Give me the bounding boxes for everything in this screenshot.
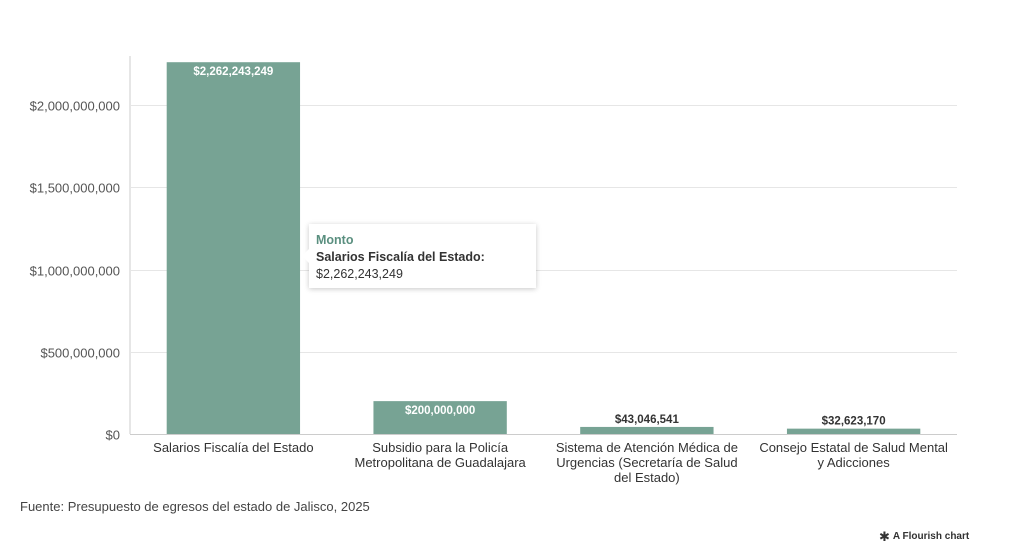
y-tick-label: $1,500,000,000 — [30, 181, 120, 196]
data-labels: $2,262,243,249 $200,000,000 $43,046,541 $32… — [193, 66, 885, 427]
source-note: Fuente: Presupuesto de egresos del estad… — [20, 499, 370, 514]
y-axis: $0 $500,000,000 $1,000,000,000 $1,500,000,0… — [30, 99, 120, 443]
bars — [166, 62, 921, 435]
bar[interactable] — [580, 426, 714, 434]
y-tick-label: $2,000,000,000 — [30, 99, 120, 114]
flourish-credit[interactable]: ✱ A Flourish chart — [879, 528, 970, 544]
flourish-logo-icon: ✱ — [879, 528, 890, 544]
x-tick-label: Urgencias (Secretaría de Salud — [556, 455, 737, 470]
data-label: $32,623,170 — [822, 416, 886, 428]
data-label: $200,000,000 — [405, 405, 475, 417]
bar[interactable] — [166, 62, 301, 435]
x-tick-label: Salarios Fiscalía del Estado — [153, 440, 313, 455]
tooltip-value: $2,262,243,249 — [316, 267, 403, 281]
y-tick-label: $1,000,000,000 — [30, 264, 120, 279]
tooltip-label: Salarios Fiscalía del Estado: — [316, 250, 485, 264]
x-axis: Salarios Fiscalía del Estado Subsidio par… — [153, 440, 948, 485]
bar[interactable] — [373, 401, 507, 434]
y-tick-label: $500,000,000 — [40, 346, 120, 361]
y-tick-label: $0 — [106, 428, 120, 443]
x-tick-label: del Estado) — [614, 470, 680, 485]
x-tick-label: Sistema de Atención Médica de — [556, 440, 738, 455]
data-label: $43,046,541 — [615, 414, 680, 426]
data-label: $2,262,243,249 — [193, 66, 273, 78]
tooltip-title: Monto — [316, 233, 354, 247]
flourish-credit-label: A Flourish chart — [892, 531, 970, 542]
tooltip: Monto Salarios Fiscalía del Estado: $2,2… — [302, 224, 536, 288]
x-tick-label: Consejo Estatal de Salud Mental — [759, 440, 948, 455]
tooltip-arrow — [302, 249, 309, 263]
x-tick-label: Subsidio para la Policía — [372, 440, 509, 455]
bar[interactable] — [786, 428, 921, 434]
x-tick-label: y Adicciones — [817, 455, 890, 470]
x-tick-label: Metropolitana de Guadalajara — [354, 455, 526, 470]
